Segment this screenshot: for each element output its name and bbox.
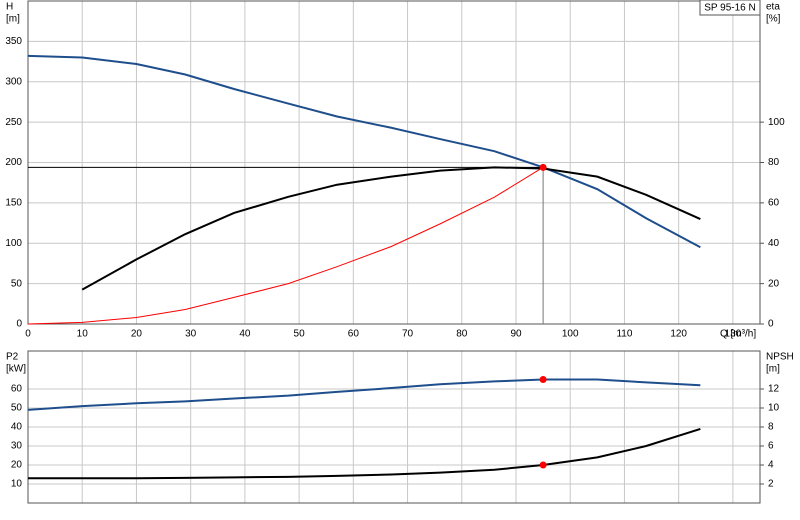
y-tick-label: 10 [11, 479, 23, 490]
y2-unit: [%] [766, 14, 781, 25]
y-tick-label: 0 [16, 319, 22, 330]
x-tick-label: 130 [725, 329, 742, 340]
duty-point [539, 461, 547, 469]
x-label: Q [m³/h] [720, 329, 756, 340]
y-tick-label: 350 [5, 36, 22, 47]
x-tick-label: 70 [402, 329, 414, 340]
chart-label: SP 95-16 N [704, 3, 756, 14]
y2-tick-label: 0 [768, 319, 774, 330]
plot-frame [27, 0, 761, 325]
x-tick-label: 0 [25, 329, 31, 340]
x-tick-label: 10 [77, 329, 89, 340]
y2-tick-label: 100 [768, 117, 785, 128]
y-tick-label: 30 [11, 441, 23, 452]
duty-point [539, 376, 547, 383]
x-tick-label: 40 [239, 329, 251, 340]
x-tick-label: 60 [348, 329, 360, 340]
y-label: H [6, 2, 13, 13]
x-tick-label: 110 [616, 329, 632, 340]
y2-tick-label: 12 [768, 384, 780, 395]
y-label: P2 [6, 352, 19, 363]
y-tick-label: 300 [5, 76, 22, 87]
y-tick-label: 150 [5, 198, 22, 209]
curve [27, 378, 701, 411]
y2-tick-label: 20 [768, 278, 780, 289]
y-unit: [m] [6, 14, 20, 25]
curve [27, 54, 701, 249]
x-tick-label: 30 [185, 329, 197, 340]
label-box [699, 0, 761, 16]
duty-point [539, 163, 547, 171]
y-tick-label: 200 [5, 157, 22, 168]
x-tick-label: 100 [562, 329, 579, 340]
y2-unit: [m] [766, 364, 780, 375]
curve [28, 427, 701, 480]
y2-tick-label: 8 [768, 422, 774, 433]
curve [27, 166, 544, 325]
x-tick-label: 80 [456, 329, 468, 340]
plot-frame [27, 350, 761, 504]
y2-label: eta [766, 2, 780, 13]
curve [81, 166, 701, 291]
y2-label: NPSH [766, 352, 794, 363]
y-tick-label: 50 [11, 278, 23, 289]
y-tick-label: 60 [11, 384, 23, 395]
y2-tick-label: 80 [768, 157, 780, 168]
y-tick-label: 40 [11, 422, 23, 433]
y2-tick-label: 10 [768, 403, 780, 414]
y2-tick-label: 40 [768, 238, 780, 249]
y2-tick-label: 6 [768, 441, 774, 452]
y2-tick-label: 4 [768, 460, 774, 471]
y2-tick-label: 60 [768, 198, 780, 209]
y2-tick-label: 2 [768, 479, 774, 490]
x-tick-label: 20 [131, 329, 143, 340]
y-unit: [kW] [6, 364, 26, 375]
x-tick-label: 50 [294, 329, 306, 340]
y-tick-label: 20 [11, 460, 23, 471]
y-tick-label: 50 [11, 403, 23, 414]
y-tick-label: 250 [5, 117, 22, 128]
y-tick-label: 100 [5, 238, 22, 249]
x-tick-label: 120 [670, 329, 687, 340]
x-tick-label: 90 [510, 329, 522, 340]
